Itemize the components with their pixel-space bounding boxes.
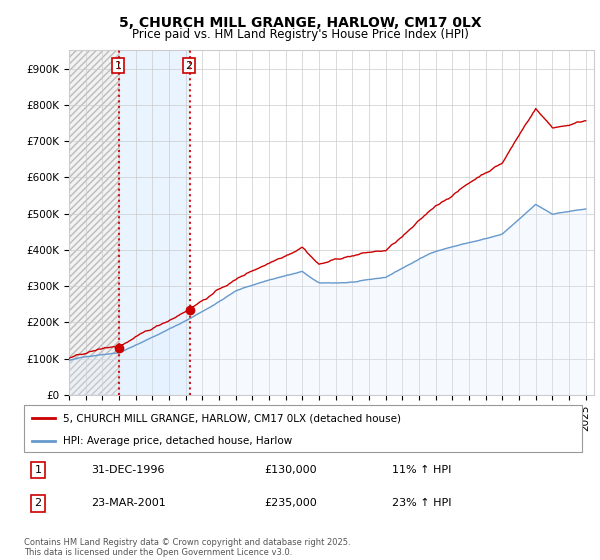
Text: 2: 2	[185, 60, 193, 71]
Text: Price paid vs. HM Land Registry's House Price Index (HPI): Price paid vs. HM Land Registry's House …	[131, 28, 469, 41]
Text: £130,000: £130,000	[264, 465, 317, 475]
Text: 11% ↑ HPI: 11% ↑ HPI	[392, 465, 452, 475]
Text: Contains HM Land Registry data © Crown copyright and database right 2025.
This d: Contains HM Land Registry data © Crown c…	[24, 538, 350, 557]
Text: 1: 1	[115, 60, 122, 71]
Bar	[69, 50, 119, 395]
Text: 5, CHURCH MILL GRANGE, HARLOW, CM17 0LX (detached house): 5, CHURCH MILL GRANGE, HARLOW, CM17 0LX …	[63, 413, 401, 423]
Text: HPI: Average price, detached house, Harlow: HPI: Average price, detached house, Harl…	[63, 436, 292, 446]
Text: 1: 1	[34, 465, 41, 475]
Bar	[119, 50, 190, 395]
Text: 31-DEC-1996: 31-DEC-1996	[91, 465, 164, 475]
Text: 2: 2	[34, 498, 41, 508]
FancyBboxPatch shape	[24, 405, 582, 452]
Text: 5, CHURCH MILL GRANGE, HARLOW, CM17 0LX: 5, CHURCH MILL GRANGE, HARLOW, CM17 0LX	[119, 16, 481, 30]
Text: £235,000: £235,000	[264, 498, 317, 508]
Text: 23% ↑ HPI: 23% ↑ HPI	[392, 498, 452, 508]
Text: 23-MAR-2001: 23-MAR-2001	[91, 498, 166, 508]
